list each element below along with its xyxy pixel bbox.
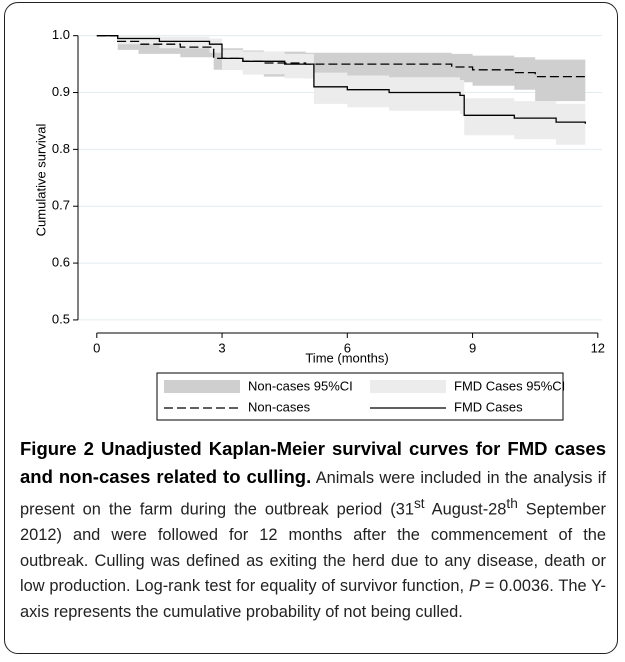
caption-sup: st xyxy=(413,496,425,512)
legend-swatch xyxy=(164,380,240,393)
legend-label: FMD Cases xyxy=(454,399,523,414)
x-axis-label: Time (months) xyxy=(305,350,388,365)
caption-text: September 2012) and were followed for 12… xyxy=(20,500,606,596)
x-tick-label: 0 xyxy=(93,340,100,355)
caption: Figure 2 Unadjusted Kaplan-Meier surviva… xyxy=(20,436,606,626)
y-tick-label: 0.5 xyxy=(52,311,70,326)
caption-sup: th xyxy=(506,496,518,512)
y-tick-label: 0.8 xyxy=(52,141,70,156)
y-tick-label: 0.9 xyxy=(52,84,70,99)
ci-band xyxy=(96,35,586,149)
caption-italic: P xyxy=(468,577,480,596)
figure-frame xyxy=(4,2,618,654)
caption-title: Figure 2 Unadjusted Kaplan-Meier surviva… xyxy=(20,438,606,487)
y-tick-label: 0.6 xyxy=(52,255,70,270)
caption-text: Animals were included in the analysis if… xyxy=(20,468,606,519)
y-axis-label: Cumulative survival xyxy=(33,124,48,237)
x-tick-label: 6 xyxy=(344,340,351,355)
legend-swatch xyxy=(370,380,446,393)
chart: Cumulative survival Time (months) 1.0 0.9… xyxy=(33,27,605,421)
legend-label: Non-cases 95%CI xyxy=(248,378,353,393)
caption-text: = 0.0036. The Y-axis represents the cumu… xyxy=(20,577,606,622)
legend-label: Non-cases xyxy=(248,399,311,414)
legend-label: FMD Cases 95%CI xyxy=(454,378,565,393)
x-tick-label: 12 xyxy=(591,340,605,355)
y-tick-label: 0.7 xyxy=(52,198,70,213)
x-tick-label: 9 xyxy=(469,340,476,355)
y-tick-label: 1.0 xyxy=(52,27,70,42)
x-tick-label: 3 xyxy=(218,340,225,355)
caption-text: August-28 xyxy=(424,500,507,519)
survival-line xyxy=(96,35,586,124)
